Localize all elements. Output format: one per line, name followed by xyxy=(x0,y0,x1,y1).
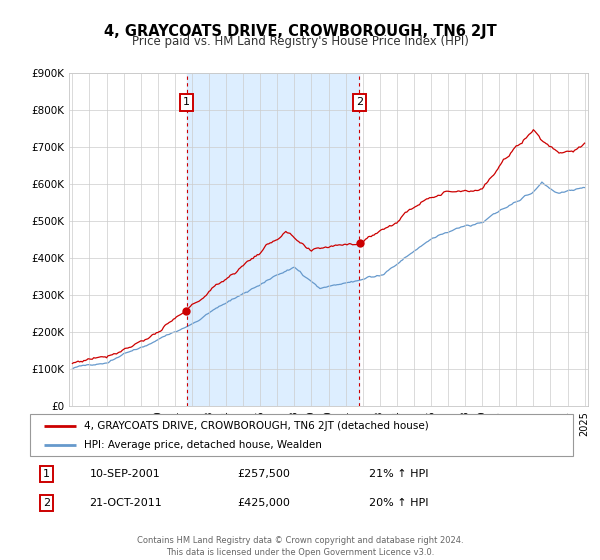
Text: 10-SEP-2001: 10-SEP-2001 xyxy=(89,469,160,479)
Text: £257,500: £257,500 xyxy=(237,469,290,479)
Text: This data is licensed under the Open Government Licence v3.0.: This data is licensed under the Open Gov… xyxy=(166,548,434,557)
Text: 2: 2 xyxy=(43,498,50,508)
Text: 20% ↑ HPI: 20% ↑ HPI xyxy=(370,498,429,508)
Text: 21-OCT-2011: 21-OCT-2011 xyxy=(89,498,161,508)
Text: 1: 1 xyxy=(183,97,190,108)
Text: HPI: Average price, detached house, Wealden: HPI: Average price, detached house, Weal… xyxy=(85,440,322,450)
FancyBboxPatch shape xyxy=(30,414,573,456)
Text: 21% ↑ HPI: 21% ↑ HPI xyxy=(370,469,429,479)
Text: 2: 2 xyxy=(356,97,363,108)
Bar xyxy=(187,73,359,406)
Text: 1: 1 xyxy=(43,469,50,479)
Text: £425,000: £425,000 xyxy=(237,498,290,508)
Text: 4, GRAYCOATS DRIVE, CROWBOROUGH, TN6 2JT: 4, GRAYCOATS DRIVE, CROWBOROUGH, TN6 2JT xyxy=(104,24,496,39)
Text: 4, GRAYCOATS DRIVE, CROWBOROUGH, TN6 2JT (detached house): 4, GRAYCOATS DRIVE, CROWBOROUGH, TN6 2JT… xyxy=(85,421,429,431)
Text: Price paid vs. HM Land Registry's House Price Index (HPI): Price paid vs. HM Land Registry's House … xyxy=(131,35,469,48)
Text: Contains HM Land Registry data © Crown copyright and database right 2024.: Contains HM Land Registry data © Crown c… xyxy=(137,536,463,545)
